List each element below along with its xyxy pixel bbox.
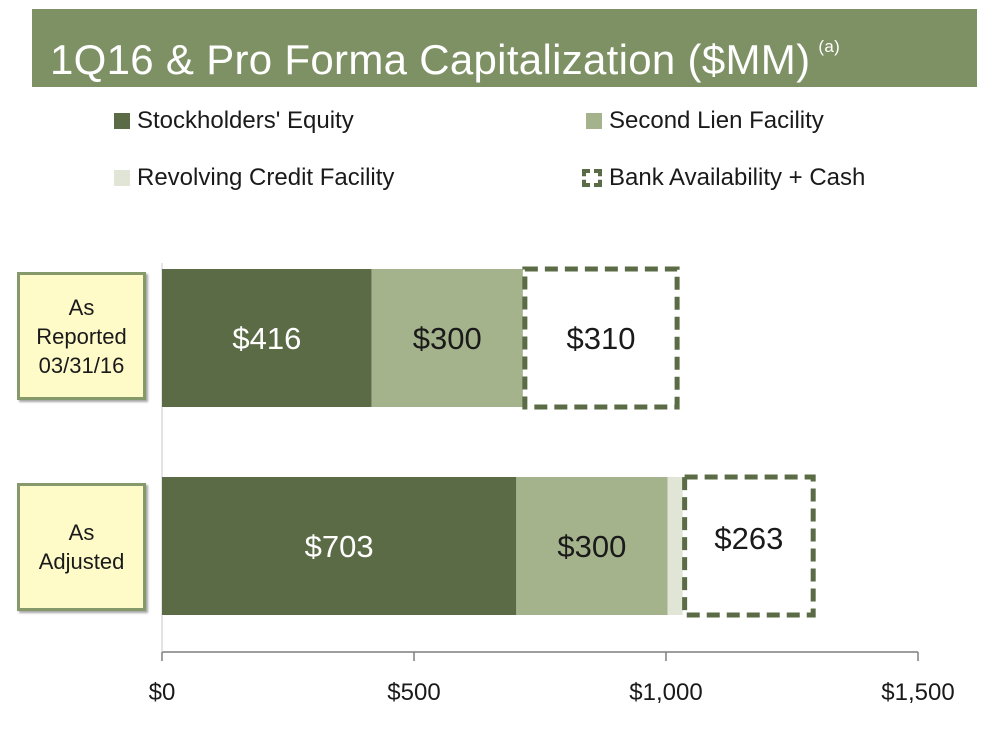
x-tick-label: $1,000 xyxy=(629,679,702,706)
chart-title-text: 1Q16 & Pro Forma Capitalization ($MM) xyxy=(50,36,811,83)
bar-segment-stockholders-equity xyxy=(162,477,517,615)
bar-segment-bank-availability-cash xyxy=(522,266,680,410)
data-label-bank-availability-cash: $310 xyxy=(566,321,635,356)
bar-segment-stockholders-equity xyxy=(162,269,372,407)
legend-swatch-stockholders-equity xyxy=(114,113,130,129)
legend-item-second-lien: Second Lien Facility xyxy=(586,107,824,134)
bar-segment-revolving-credit-facility xyxy=(667,477,683,615)
data-label-bank-availability-cash: $263 xyxy=(714,521,783,556)
legend-label-revolving-credit: Revolving Credit Facility xyxy=(137,164,395,191)
x-tick-label: $500 xyxy=(387,679,440,706)
category-label-as-reported: As Reported 03/31/16 xyxy=(36,294,127,378)
bar-segment-second-lien-facility xyxy=(516,477,668,615)
legend-swatch-second-lien xyxy=(586,113,602,129)
legend-swatch-revolving-credit xyxy=(114,170,130,186)
category-label-box-as-reported: As Reported 03/31/16 xyxy=(17,272,146,400)
legend-item-stockholders-equity: Stockholders' Equity xyxy=(114,107,354,134)
legend-label-bank-availability: Bank Availability + Cash xyxy=(609,164,866,191)
data-label-stockholders-equity: $416 xyxy=(232,321,301,356)
title-banner: 1Q16 & Pro Forma Capitalization ($MM) (a) xyxy=(32,9,977,87)
category-label-as-adjusted: As Adjusted xyxy=(38,520,125,574)
legend-item-bank-availability: Bank Availability + Cash xyxy=(582,164,866,191)
data-label-second-lien-facility: $300 xyxy=(557,529,626,564)
category-label-box-as-adjusted: As Adjusted xyxy=(17,483,146,611)
legend-item-revolving-credit: Revolving Credit Facility xyxy=(114,164,395,191)
legend-swatch-bank-availability xyxy=(582,169,602,187)
bar-segment-second-lien-facility xyxy=(371,269,523,407)
data-label-stockholders-equity: $703 xyxy=(305,529,374,564)
x-tick-label: $1,500 xyxy=(881,679,954,706)
bar-segment-bank-availability-cash xyxy=(682,474,816,618)
x-tick-label: $0 xyxy=(149,679,176,706)
chart-title: 1Q16 & Pro Forma Capitalization ($MM) (a) xyxy=(50,19,840,88)
data-label-second-lien-facility: $300 xyxy=(413,321,482,356)
legend-label-second-lien: Second Lien Facility xyxy=(609,107,824,134)
title-footnote: (a) xyxy=(818,37,841,56)
legend-label-stockholders-equity: Stockholders' Equity xyxy=(137,107,354,134)
